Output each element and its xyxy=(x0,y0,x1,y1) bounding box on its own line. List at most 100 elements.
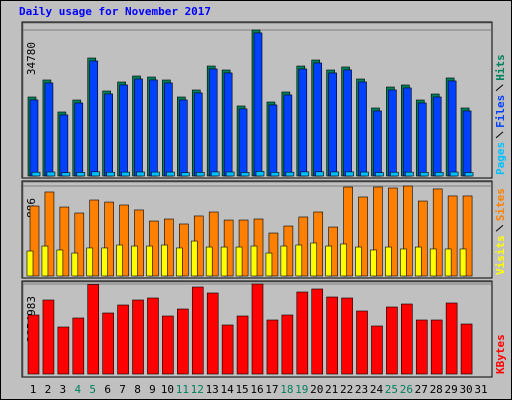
bar xyxy=(191,286,204,375)
bar xyxy=(414,246,422,277)
bar xyxy=(116,244,123,277)
bar xyxy=(134,78,143,177)
bar xyxy=(208,211,219,277)
bar xyxy=(205,246,213,277)
bar xyxy=(91,171,101,177)
bar xyxy=(102,312,114,375)
bar xyxy=(208,68,218,177)
x-tick-label: 24 xyxy=(370,383,384,396)
x-tick-label: 15 xyxy=(235,383,248,396)
bar xyxy=(403,185,413,277)
bar xyxy=(41,245,49,277)
legend-separator xyxy=(495,84,504,92)
bar xyxy=(104,201,114,277)
bar xyxy=(225,171,235,177)
bar xyxy=(449,171,459,177)
bar xyxy=(360,171,369,177)
bar xyxy=(223,72,233,177)
bar xyxy=(328,72,337,177)
bar xyxy=(358,196,368,277)
bar xyxy=(265,252,273,277)
x-tick-label: 10 xyxy=(161,383,174,396)
bar xyxy=(429,248,437,277)
x-tick-label: 21 xyxy=(325,383,338,396)
bar xyxy=(255,171,265,177)
x-tick-label: 26 xyxy=(400,383,413,396)
bar xyxy=(161,244,168,277)
bar xyxy=(356,310,368,375)
bar xyxy=(210,171,220,177)
x-tick-label: 18 xyxy=(280,383,293,396)
bar xyxy=(432,188,443,277)
legend-label: Pages xyxy=(494,142,507,175)
x-tick-label: 7 xyxy=(119,383,126,396)
x-tick-label: 30 xyxy=(459,383,472,396)
bar xyxy=(419,172,429,177)
x-tick-label: 6 xyxy=(104,383,111,396)
bar xyxy=(434,172,444,177)
bar xyxy=(340,243,347,277)
bar xyxy=(166,171,175,177)
bar xyxy=(280,245,288,277)
bar xyxy=(266,319,279,375)
bar xyxy=(193,92,203,177)
x-tick-label: 20 xyxy=(310,383,323,396)
bar xyxy=(104,93,113,177)
bar xyxy=(296,291,309,375)
bar xyxy=(57,326,70,375)
bar xyxy=(74,212,85,277)
bar xyxy=(432,96,442,177)
bar xyxy=(29,99,39,177)
bar xyxy=(74,102,84,177)
bar xyxy=(415,319,428,375)
bar xyxy=(388,187,398,277)
bar xyxy=(300,171,310,177)
bar xyxy=(132,299,144,375)
x-tick-label: 14 xyxy=(221,383,235,396)
bar xyxy=(270,172,280,177)
bar xyxy=(373,186,383,277)
legend-separator xyxy=(495,224,504,232)
bar xyxy=(390,171,399,177)
bar xyxy=(444,248,452,277)
bar xyxy=(341,297,353,375)
x-tick-label: 1 xyxy=(30,383,37,396)
bar xyxy=(179,99,188,177)
x-tick-label: 3 xyxy=(60,383,67,396)
bar xyxy=(206,292,219,375)
x-tick-label: 22 xyxy=(340,383,353,396)
bar xyxy=(44,82,54,177)
bar xyxy=(119,204,129,277)
bar xyxy=(345,171,354,177)
bar xyxy=(311,288,324,375)
bar xyxy=(44,191,55,277)
x-tick-label: 31 xyxy=(474,383,487,396)
bar xyxy=(386,306,398,375)
bar xyxy=(298,68,308,177)
bar xyxy=(121,171,130,177)
bar xyxy=(447,80,457,177)
bar xyxy=(343,69,352,177)
bar xyxy=(236,315,249,375)
legend-label: Files xyxy=(494,95,507,128)
bar xyxy=(71,252,79,277)
bar xyxy=(27,314,40,375)
chart-title: Daily usage for November 2017 xyxy=(19,5,211,18)
bar xyxy=(220,246,228,277)
bar xyxy=(164,82,173,177)
bar xyxy=(268,104,278,177)
x-tick-label: 13 xyxy=(206,383,219,396)
bar xyxy=(195,172,205,177)
bar xyxy=(400,248,407,277)
bar xyxy=(235,246,243,277)
bar xyxy=(119,84,128,177)
bar xyxy=(46,171,56,177)
legend-label: Hits xyxy=(494,54,507,81)
bar xyxy=(295,244,303,277)
x-tick-label: 29 xyxy=(445,383,458,396)
bar xyxy=(285,171,295,177)
bar xyxy=(388,89,397,177)
bar xyxy=(117,304,129,375)
bar xyxy=(89,60,99,177)
